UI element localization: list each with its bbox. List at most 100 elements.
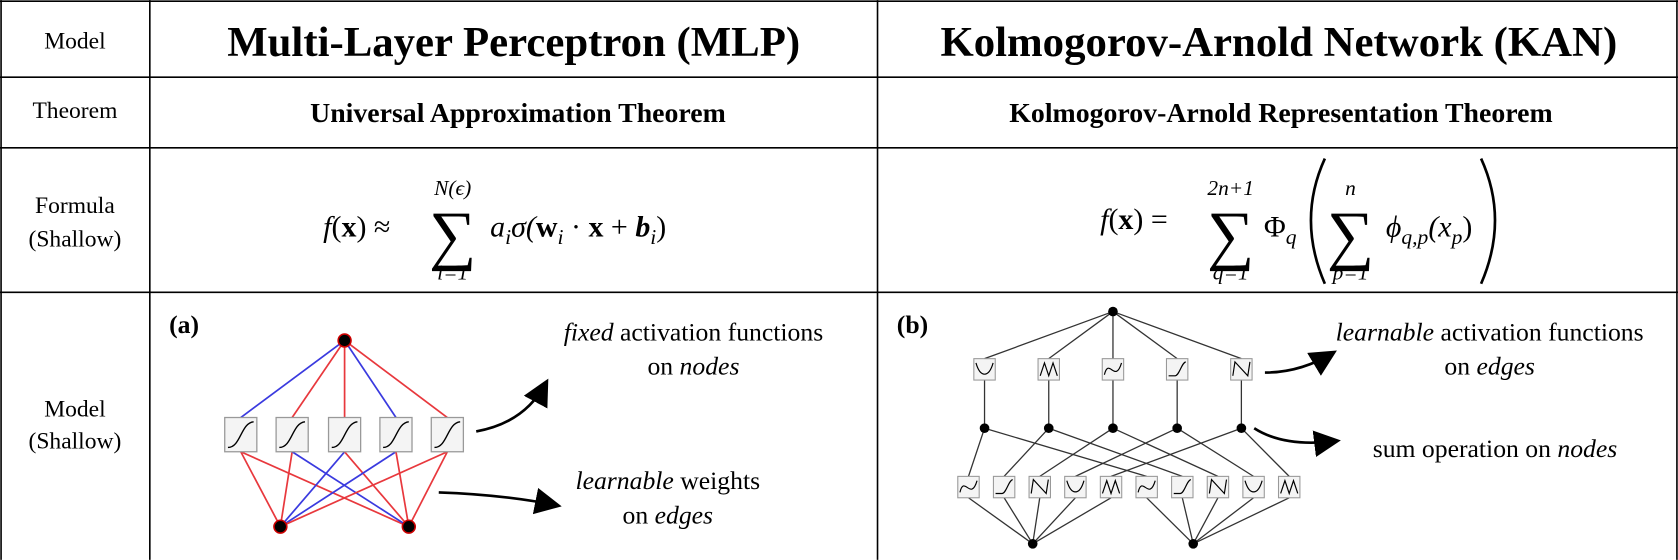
formula-token: σ( (511, 211, 538, 244)
edge (343, 451, 410, 528)
formula-token: p (1450, 225, 1463, 249)
formula-part: Φq (1264, 211, 1297, 249)
activation-box (1171, 475, 1194, 499)
formula-token: ϕ (1386, 211, 1402, 244)
node (1172, 423, 1182, 434)
formula-token: ) = (1133, 203, 1175, 236)
formula-token: · (564, 211, 589, 244)
formula-token: activation functions (1434, 317, 1644, 346)
formula-token: nodes (680, 352, 740, 381)
formula-token: on (647, 352, 679, 381)
activation-curve (1066, 480, 1085, 493)
activation-box (957, 475, 980, 499)
activation-curve (1280, 478, 1299, 496)
formula-token: a (490, 211, 505, 244)
activation-curve (995, 479, 1013, 495)
sum-limit: N(ϵ) (433, 176, 471, 200)
activation-curve (1137, 480, 1156, 493)
formula-token: x (588, 211, 603, 244)
formula-part: learnable activation functions (1336, 317, 1644, 346)
sum-sign: ∑ (1327, 199, 1374, 272)
paren (1309, 157, 1327, 285)
node (337, 333, 352, 348)
row-label: Theorem (32, 98, 117, 124)
arrow (1264, 350, 1337, 376)
activation-curve (434, 421, 461, 449)
formula-part: on nodes (647, 352, 739, 381)
node (401, 519, 417, 534)
formula-token: ( (1108, 203, 1118, 236)
node (1108, 306, 1118, 317)
formula-token: Φ (1264, 211, 1286, 244)
formula-token: i (558, 225, 564, 249)
formula-token: w (536, 211, 558, 244)
sum-limit: n (1345, 176, 1356, 200)
edge (1003, 427, 1050, 477)
edge (1192, 497, 1254, 545)
sum-limit: 2n+1 (1207, 176, 1254, 200)
node (273, 519, 288, 534)
arrow (438, 487, 562, 515)
activation-box (973, 358, 996, 381)
edge (280, 450, 448, 528)
formula-token: x (341, 211, 356, 244)
formula-part: f(x) = (1100, 203, 1175, 236)
edge (408, 451, 449, 528)
formula-token: nodes (1557, 434, 1617, 463)
node (979, 423, 990, 434)
activation-box (1099, 475, 1123, 499)
activation-curve (1103, 362, 1123, 375)
activation-curve (1244, 480, 1263, 493)
activation-box (992, 475, 1016, 499)
formula-token: b (635, 211, 650, 244)
edge (1240, 427, 1290, 477)
activation-curve (227, 421, 254, 449)
formula-token: edges (1476, 352, 1534, 381)
formula-token: (x (1428, 211, 1452, 244)
edge (984, 310, 1114, 360)
edge (395, 451, 410, 527)
arrow (475, 378, 549, 433)
edge (1003, 497, 1034, 545)
edge (240, 339, 346, 419)
edge (1176, 427, 1254, 477)
activation-curve (1101, 478, 1121, 496)
edge (1112, 427, 1219, 477)
edge (279, 451, 397, 528)
edge (291, 451, 410, 528)
row-label: (Shallow) (29, 429, 122, 455)
node (1236, 423, 1247, 434)
activation-box (1101, 358, 1125, 381)
formula-token: i (505, 225, 511, 249)
edge (1048, 427, 1183, 477)
edge (1112, 310, 1242, 360)
activation-box (1037, 358, 1060, 381)
edge (291, 339, 346, 418)
sum-limit: q=1 (1213, 260, 1249, 284)
activation-box (1165, 358, 1189, 381)
formula-token: on (623, 500, 655, 529)
edge (1075, 427, 1178, 477)
activation-box (1064, 475, 1087, 499)
formula-part: ϕq,p(xp) (1386, 211, 1473, 249)
activation-curve (1168, 361, 1187, 377)
activation-curve (1173, 479, 1192, 495)
edge (1112, 311, 1178, 360)
edge (1192, 497, 1219, 545)
edge (967, 428, 986, 477)
formula-part: learnable weights (575, 466, 760, 495)
activation-curve (331, 421, 358, 449)
edge (1039, 427, 1114, 477)
sum-sign: ∑ (429, 199, 476, 272)
edge (240, 450, 410, 528)
column-title: Kolmogorov-Arnold Network (KAN) (940, 19, 1617, 66)
column-title: Multi-Layer Perceptron (MLP) (227, 19, 800, 66)
edge (1032, 497, 1076, 545)
edge (968, 497, 1034, 545)
activation-curve (382, 421, 409, 449)
node (1027, 538, 1038, 549)
formula-token: weights (674, 466, 760, 495)
formula-part: sum operation on nodes (1373, 434, 1618, 463)
formula-token: sum operation on (1373, 434, 1558, 463)
activation-curve (959, 480, 978, 493)
